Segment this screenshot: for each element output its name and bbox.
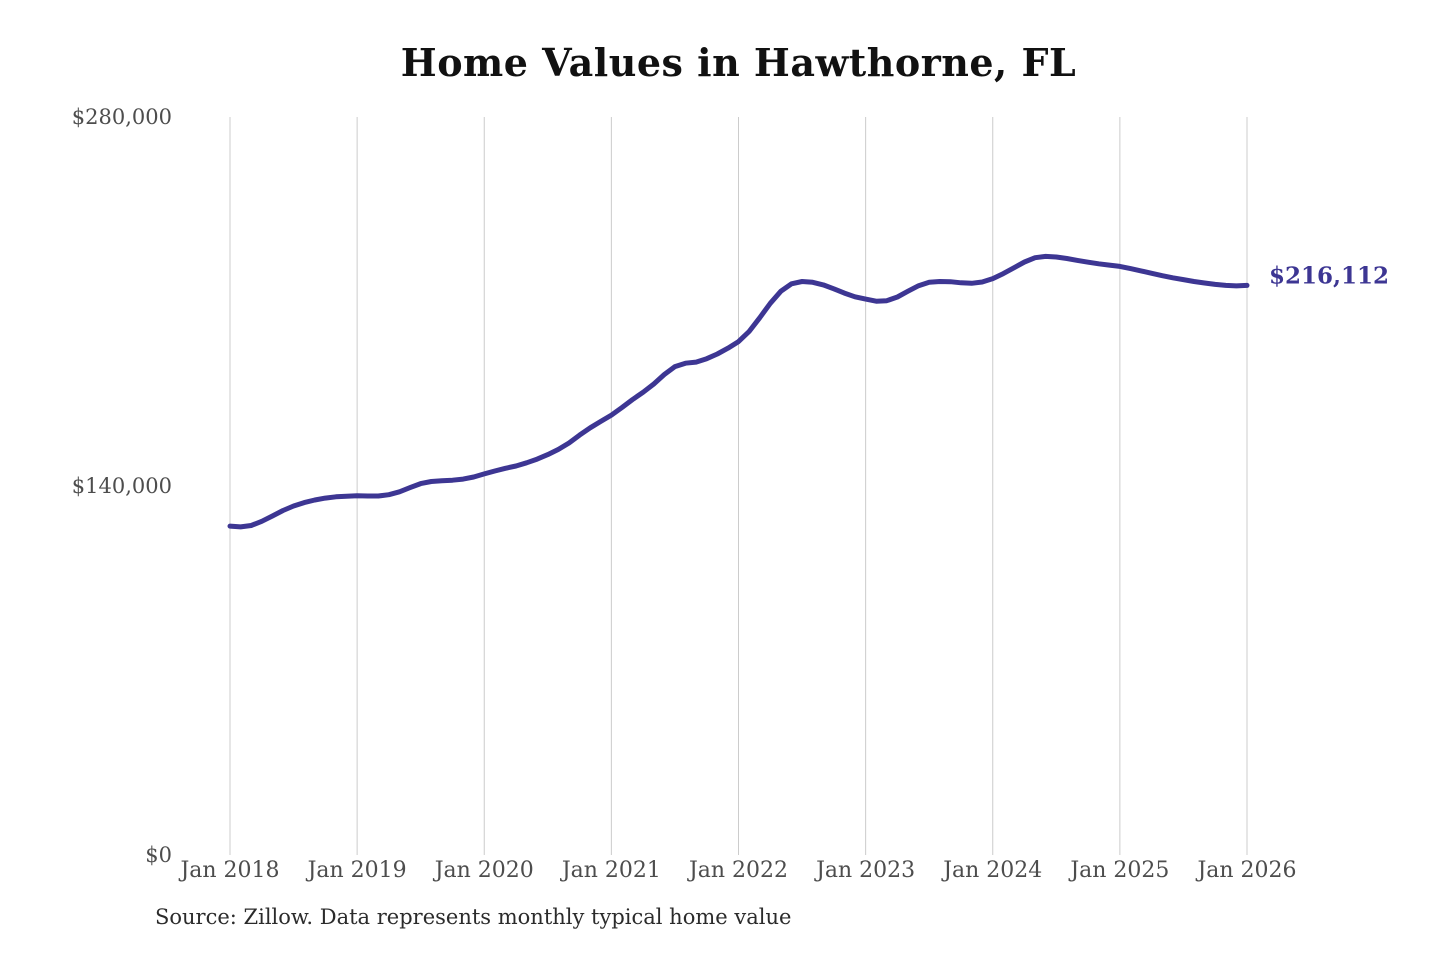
x-tick-label: Jan 2018 (180, 858, 280, 883)
x-tick-label: Jan 2019 (307, 858, 407, 883)
y-tick-label: $0 (145, 843, 172, 867)
source-note: Source: Zillow. Data represents monthly … (155, 905, 792, 929)
x-tick-label: Jan 2020 (434, 858, 534, 883)
x-tick-label: Jan 2026 (1197, 858, 1297, 883)
latest-value-label: $216,112 (1269, 262, 1390, 290)
x-tick-label: Jan 2023 (816, 858, 916, 883)
x-tick-label: Jan 2021 (561, 858, 661, 883)
home-value-line (227, 253, 1250, 530)
chart-title: Home Values in Hawthorne, FL (400, 40, 1077, 85)
y-tick-label: $140,000 (71, 474, 172, 498)
y-tick-label: $280,000 (71, 105, 172, 129)
x-tick-label: Jan 2022 (688, 858, 789, 883)
x-tick-label: Jan 2025 (1070, 858, 1170, 883)
x-tick-label: Jan 2024 (943, 858, 1043, 883)
